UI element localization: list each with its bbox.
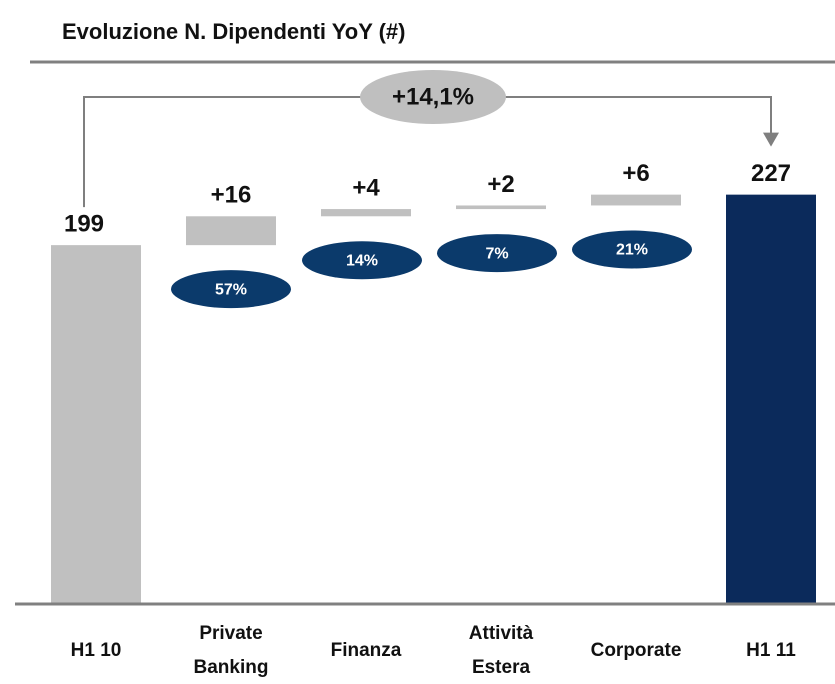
share-label: 14%: [346, 253, 378, 270]
x-tick-label: Corporate: [590, 640, 682, 661]
delta-bar: [591, 194, 681, 206]
x-tick-label: H1 11: [746, 640, 796, 661]
value-label: 227: [751, 160, 791, 187]
delta-bar: [321, 209, 411, 217]
x-tick-label: H1 10: [70, 640, 122, 661]
share-label: 7%: [485, 245, 508, 262]
annotation-bubble: [360, 70, 506, 124]
share-ellipse: [572, 230, 692, 269]
x-tick-label: Attività Estera: [468, 623, 534, 678]
delta-bar: [456, 205, 546, 210]
total-bar: [51, 245, 141, 605]
annotation: +14,1%: [392, 83, 474, 110]
chart-title: Evoluzione N. Dipendenti YoY (#): [62, 19, 405, 44]
share-ellipse: [437, 234, 557, 273]
delta-bar: [186, 216, 276, 246]
share-ellipse: [302, 241, 422, 280]
x-tick-label: Private Banking: [193, 623, 269, 678]
value-label: 199: [64, 210, 104, 237]
value-label: +4: [352, 174, 380, 201]
arrow-head: [763, 132, 779, 147]
share-label: 57%: [215, 281, 247, 298]
x-tick-label: Finanza: [330, 640, 402, 661]
value-label: +16: [211, 182, 252, 209]
total-bar: [726, 194, 816, 605]
share-ellipse: [171, 270, 291, 309]
value-label: +2: [487, 171, 514, 198]
value-label: +6: [622, 160, 649, 187]
share-label: 21%: [616, 242, 648, 259]
